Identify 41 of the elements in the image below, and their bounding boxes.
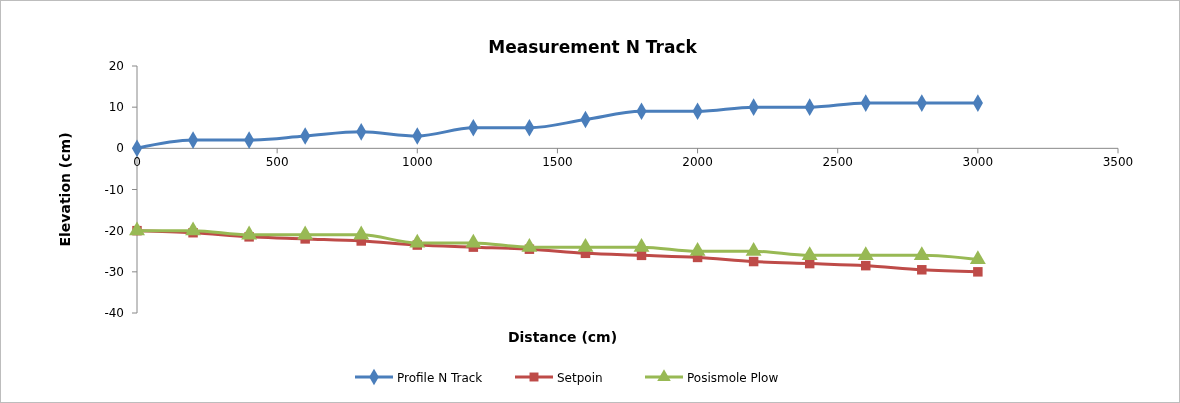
y-tick-label: -30 [104, 264, 124, 279]
legend-label: Setpoin [557, 371, 603, 385]
y-tick-label: -20 [104, 223, 124, 238]
y-tick-label: -40 [104, 306, 124, 320]
legend-label: Profile N Track [397, 371, 483, 385]
point [465, 233, 482, 248]
point [633, 237, 650, 252]
x-tick-label: 1000 [402, 155, 433, 170]
y-tick-label: -10 [104, 182, 124, 197]
point [521, 237, 538, 252]
x-tick-label: 2500 [822, 155, 853, 170]
point [241, 225, 258, 240]
x-tick-label: 3000 [962, 155, 994, 170]
point [857, 246, 874, 260]
x-tick-label: 500 [265, 155, 289, 170]
y-axis-title: Elevation (cm) [57, 132, 73, 247]
point [297, 225, 314, 240]
point [129, 221, 145, 236]
point [409, 233, 426, 248]
point [185, 221, 202, 236]
point [969, 250, 986, 265]
point [689, 242, 706, 256]
x-tick-label: 1500 [542, 155, 573, 170]
chart-title: Measurement N Track [488, 37, 698, 57]
x-tick-label: 0 [133, 155, 141, 170]
point [861, 260, 871, 271]
point [973, 267, 983, 277]
point [917, 265, 927, 275]
y-tick-label: 0 [116, 141, 124, 156]
y-tick-label: 20 [108, 59, 124, 73]
y-tick-label: 10 [108, 100, 124, 115]
point [748, 256, 759, 267]
point [801, 246, 818, 260]
point [913, 246, 930, 260]
x-axis-title: Distance (cm) [507, 329, 618, 345]
x-tick-label: 3500 [1102, 155, 1134, 170]
point [745, 242, 762, 256]
legend-label: Posismole Plow [687, 371, 779, 385]
x-tick-label: 2000 [682, 155, 713, 170]
point [353, 225, 370, 240]
point [577, 237, 594, 252]
